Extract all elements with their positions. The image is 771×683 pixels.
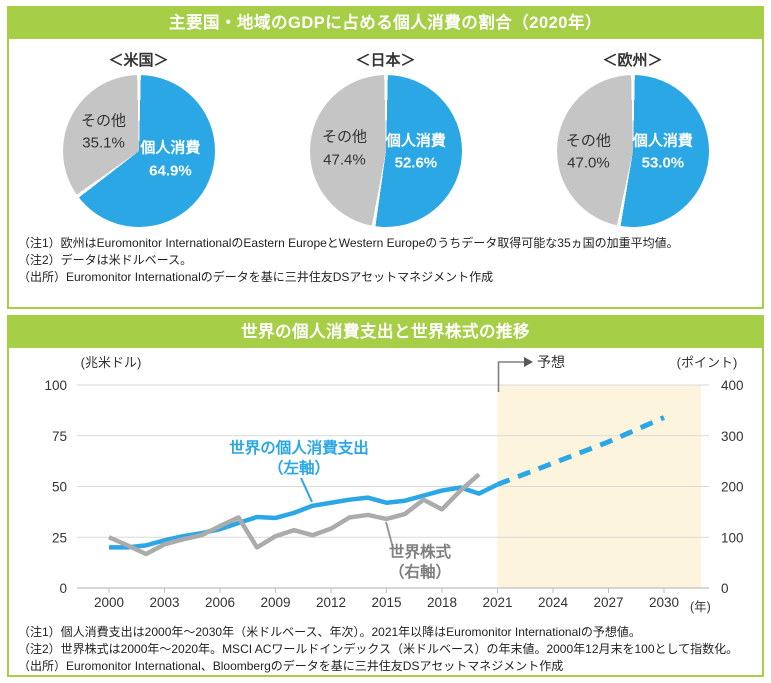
consumption-line-forecast [496, 415, 666, 487]
pie-chart-japan: 個人消費 52.6% その他 47.4% [309, 75, 462, 227]
stocks-series-label-axis: （右軸） [389, 562, 451, 581]
pie-charts-row: ＜米国＞ 個人消費 64.9% その他 35.1% ＜日本＞ 個人消費 52.6… [9, 39, 762, 227]
panel-top-notes: （注1）欧州はEuromonitor InternationalのEastern… [9, 227, 762, 286]
pie-chart-europe: 個人消費 53.0% その他 47.0% [556, 75, 709, 227]
x-tick-label: 2000 [94, 595, 124, 610]
pie-region-label-japan: ＜日本＞ [355, 52, 416, 69]
left-axis-unit: (兆米ドル) [81, 355, 142, 370]
pie-slice-label-consumption: 個人消費 52.6% [385, 132, 446, 172]
x-tick-label: 2006 [205, 595, 235, 610]
note-line: （注2）データは米ドルベース。 [18, 253, 193, 268]
left-axis-tick-label: 25 [52, 530, 67, 545]
right-axis-tick-label: 300 [721, 429, 744, 444]
pie-group-japan: ＜日本＞ 個人消費 52.6% その他 47.4% [266, 43, 506, 227]
consumption-series-label: 世界の個人消費支出 [229, 438, 369, 457]
left-axis-tick-label: 100 [44, 378, 67, 393]
right-axis-tick-label: 100 [721, 530, 744, 545]
forecast-label: 予想 [537, 354, 565, 370]
consumption-line-actual [109, 482, 499, 550]
pie-slice-label-consumption: 個人消費 53.0% [632, 132, 693, 172]
pie-chart-usa: 個人消費 64.9% その他 35.1% [62, 75, 215, 227]
x-tick-label: 2024 [538, 595, 569, 610]
x-tick-label: 2003 [149, 595, 179, 610]
left-axis-tick-label: 0 [59, 581, 67, 596]
pie-slice-label-consumption: 個人消費 64.9% [140, 139, 201, 180]
x-tick-label: 2021 [482, 595, 512, 610]
note-line: （注1）欧州はEuromonitor InternationalのEastern… [18, 236, 679, 250]
panel-bottom-title: 世界の個人消費支出と世界株式の推移 [9, 317, 762, 348]
panel-bottom-notes: （注1）個人消費支出は2000年～2030年（米ドルベース、年次）。2021年以… [9, 616, 762, 675]
pie-slice-label-other: その他 47.0% [565, 132, 611, 172]
pie-group-usa: ＜米国＞ 個人消費 64.9% その他 35.1% [19, 43, 259, 227]
x-tick-label: 2030 [649, 595, 679, 610]
right-axis-tick-label: 400 [721, 378, 744, 393]
pie-region-label-usa: ＜米国＞ [108, 52, 169, 69]
line-chart: 2000 2003 2006 2009 2012 2015 2018 2021 2024 2027… [44, 354, 744, 614]
stocks-line [108, 472, 481, 557]
note-line: （注1）個人消費支出は2000年～2030年（米ドルベース、年次）。2021年以… [18, 625, 641, 639]
panel-gdp-consumption-share: 主要国・地域のGDPに占める個人消費の割合（2020年） ＜米国＞ 個人消費 6… [7, 6, 764, 309]
forecast-arrowhead [524, 357, 533, 367]
consumption-label-pointer [300, 477, 313, 503]
x-tick-label: 2018 [427, 595, 457, 610]
right-axis-tick-label: 0 [721, 581, 729, 596]
pie-slice-label-other: その他 47.4% [321, 128, 367, 169]
x-tick-label: 2012 [316, 595, 346, 610]
forecast-arrow [497, 361, 524, 392]
right-axis-unit: (ポイント) [677, 355, 738, 370]
x-axis-unit: (年) [690, 600, 711, 614]
note-line: （出所）Euromonitor Internationalのデータを基に三井住友… [18, 270, 494, 285]
pie-group-europe: ＜欧州＞ 個人消費 53.0% その他 47.0% [513, 43, 753, 227]
stocks-label-pointer [385, 521, 394, 549]
x-tick-label: 2009 [260, 595, 290, 610]
x-tick-label: 2015 [371, 595, 401, 610]
note-line: （注2）世界株式は2000年～2020年。MSCI ACワールドインデックス（米… [18, 642, 739, 657]
pie-slice-label-other: その他 35.1% [81, 112, 127, 152]
pie-region-label-europe: ＜欧州＞ [602, 52, 663, 69]
left-axis-tick-label: 75 [52, 429, 67, 444]
consumption-series-label-axis: （左軸） [268, 458, 330, 477]
panel-consumption-vs-stocks: 世界の個人消費支出と世界株式の推移 2000 2003 2006 2009 2012 20… [7, 315, 764, 677]
left-axis-tick-label: 50 [52, 480, 67, 495]
note-line: （出所）Euromonitor International、Bloombergの… [18, 659, 564, 674]
stocks-series-label: 世界株式 [389, 542, 452, 561]
right-axis-tick-label: 200 [721, 480, 744, 495]
panel-top-title: 主要国・地域のGDPに占める個人消費の割合（2020年） [9, 8, 762, 39]
x-tick-label: 2027 [593, 595, 623, 610]
